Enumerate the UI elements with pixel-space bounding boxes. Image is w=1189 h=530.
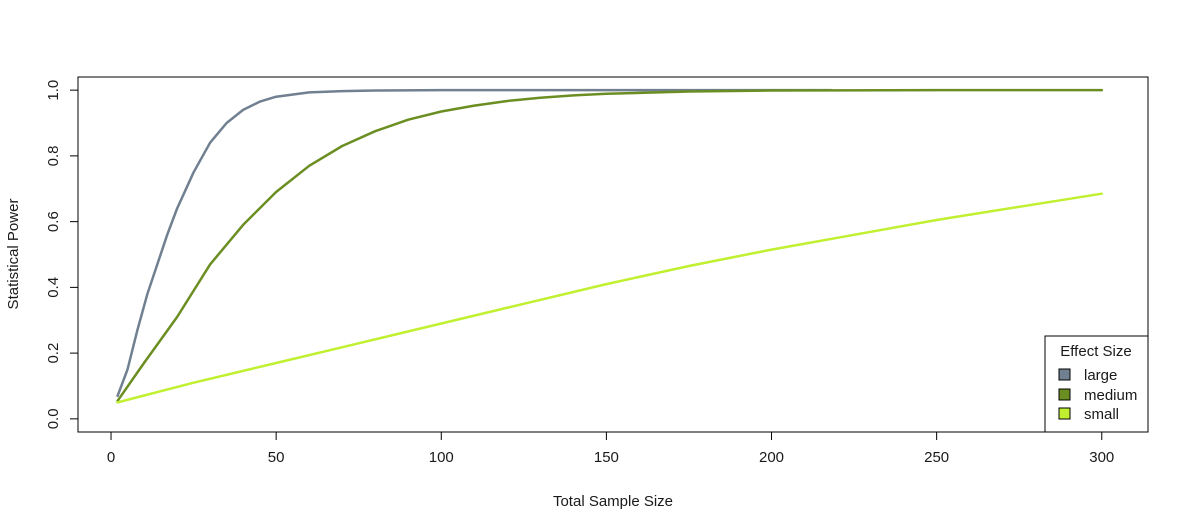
legend-title: Effect Size [1060,343,1131,360]
x-tick-label: 50 [268,449,285,466]
x-tick-label: 100 [429,449,454,466]
legend-label-large: large [1084,367,1117,384]
series-line-medium [116,88,1104,403]
x-tick-label: 300 [1089,449,1114,466]
y-tick-label: 0.6 [45,211,62,232]
y-tick-label: 0.2 [45,343,62,364]
y-axis: 0.0 0.2 0.4 0.6 0.8 1.0 [45,80,79,429]
series-line-large [116,88,833,398]
y-tick-label: 0.4 [45,277,62,298]
x-tick-label: 150 [594,449,619,466]
legend-label-medium: medium [1084,387,1137,404]
series-layer [116,88,1104,404]
plot-box [77,76,1149,433]
legend: Effect Size large medium small [1044,335,1149,433]
legend-swatch-medium [1058,388,1071,401]
y-tick-label: 1.0 [45,80,62,101]
y-tick-label: 0.8 [45,145,62,166]
x-tick-label: 0 [107,449,115,466]
legend-swatch-small [1058,407,1071,420]
x-tick-label: 250 [924,449,949,466]
legend-swatch-large [1058,368,1071,381]
x-axis-label: Total Sample Size [553,493,673,510]
x-axis: 0 50 100 150 200 250 300 [107,431,1114,466]
y-axis-label: Statistical Power [5,199,22,310]
legend-label-small: small [1084,406,1119,423]
y-tick-label: 0.0 [45,408,62,429]
series-line-small [116,192,1104,404]
x-tick-label: 200 [759,449,784,466]
